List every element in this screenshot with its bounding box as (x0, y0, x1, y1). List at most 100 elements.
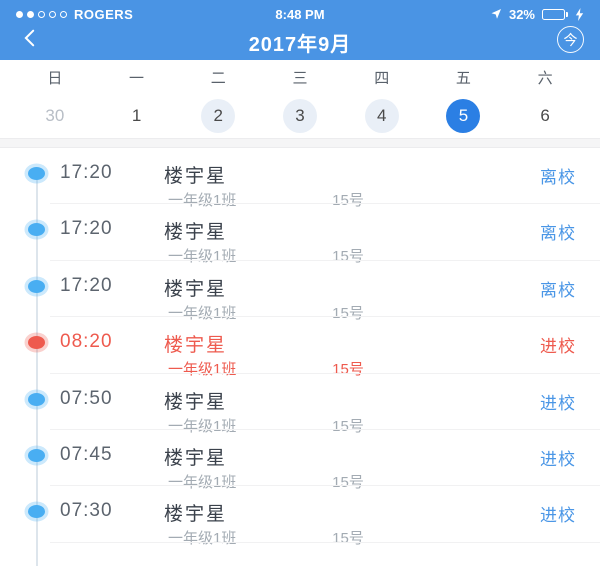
student-number: 15号 (332, 473, 364, 491)
student-name: 楼宇星 (164, 278, 228, 300)
record-time: 17:20 (60, 218, 113, 240)
charging-bolt-icon (575, 7, 584, 21)
record-time: 17:20 (60, 274, 113, 296)
weekday-header-row: 日 一 二 三 四 五 六 (0, 60, 600, 94)
signal-dot (38, 10, 45, 18)
student-name: 楼宇星 (164, 447, 228, 469)
status-badge: 离校 (540, 280, 576, 300)
date-button-4[interactable]: 4 (364, 99, 399, 133)
record-subline: 一年级1班 15号 (168, 527, 364, 548)
date-cell: 1 (96, 99, 178, 133)
student-number: 15号 (332, 361, 364, 379)
nav-bar: 2017年9月 今 (0, 24, 600, 60)
record-time: 07:45 (60, 443, 113, 465)
record-subline: 一年级1班 15号 (168, 245, 364, 266)
page-title: 2017年9月 (248, 33, 352, 56)
date-cell: 4 (341, 99, 423, 133)
date-button-3[interactable]: 3 (282, 99, 317, 133)
attendance-record-row[interactable]: 07:30 楼宇星 一年级1班 15号 进校 (0, 486, 600, 547)
attendance-record-row[interactable]: 17:20 楼宇星 一年级1班 15号 离校 (0, 204, 600, 265)
location-arrow-icon (490, 8, 502, 20)
record-subline: 一年级1班 15号 (168, 471, 364, 492)
date-cell: 5 (423, 99, 505, 133)
timeline-dot-icon (28, 223, 45, 237)
weekday-label: 二 (210, 69, 226, 87)
weekday-label: 五 (455, 69, 471, 87)
student-name: 楼宇星 (164, 391, 228, 413)
attendance-record-row[interactable]: 08:20 楼宇星 一年级1班 15号 进校 (0, 317, 600, 378)
timeline-dot-icon (28, 448, 45, 462)
date-button-5[interactable]: 5 (446, 99, 481, 133)
attendance-record-row[interactable]: 17:20 楼宇星 一年级1班 15号 离校 (0, 148, 600, 209)
status-badge: 进校 (540, 449, 576, 469)
student-class: 一年级1班 (168, 248, 237, 266)
date-cell: 30 (14, 99, 96, 133)
student-class: 一年级1班 (168, 530, 237, 548)
timeline-dot-icon (28, 392, 45, 406)
student-class: 一年级1班 (168, 473, 237, 491)
record-time: 17:20 (60, 162, 113, 183)
student-name: 楼宇星 (164, 504, 228, 526)
status-badge: 离校 (540, 224, 576, 244)
student-number: 15号 (332, 417, 364, 435)
signal-dot (49, 10, 56, 18)
battery-icon (542, 8, 568, 20)
calendar-list-divider (0, 138, 600, 148)
signal-dot (60, 10, 67, 18)
timeline-dot-icon (28, 336, 45, 350)
student-name: 楼宇星 (164, 335, 228, 357)
student-class: 一年级1班 (168, 417, 237, 435)
today-button[interactable]: 今 (557, 26, 584, 53)
record-subline: 一年级1班 15号 (168, 358, 364, 379)
date-cell: 3 (259, 99, 341, 133)
record-subline: 一年级1班 15号 (168, 189, 364, 210)
date-button-1[interactable]: 1 (131, 106, 142, 125)
record-time: 08:20 (60, 331, 113, 353)
date-cell: 2 (177, 99, 259, 133)
status-badge: 进校 (540, 393, 576, 413)
attendance-record-list: 17:20 楼宇星 一年级1班 15号 离校 17:20 楼宇星 一年级1班 1… (0, 148, 600, 566)
date-button-2[interactable]: 2 (201, 99, 236, 133)
weekday-label: 四 (374, 69, 390, 87)
student-class: 一年级1班 (168, 304, 237, 322)
record-time: 07:50 (60, 387, 113, 409)
signal-dot (16, 10, 23, 18)
date-row: 30 1 2 3 4 5 6 (0, 94, 600, 138)
timeline-line (36, 173, 38, 566)
timeline-dot-icon (28, 505, 45, 519)
record-time: 07:30 (60, 500, 113, 522)
status-bar-right: 32% (490, 7, 584, 22)
today-button-label: 今 (563, 31, 578, 48)
student-name: 楼宇星 (164, 222, 228, 244)
chevron-left-icon (19, 27, 41, 54)
student-class: 一年级1班 (168, 192, 237, 209)
timeline-dot-icon (28, 279, 45, 293)
carrier-label: ROGERS (74, 6, 134, 22)
student-number: 15号 (332, 192, 364, 209)
status-badge: 离校 (540, 168, 576, 187)
record-subline: 一年级1班 15号 (168, 415, 364, 436)
student-number: 15号 (332, 530, 364, 548)
weekday-label: 一 (129, 69, 145, 87)
student-number: 15号 (332, 304, 364, 322)
student-class: 一年级1班 (168, 361, 237, 379)
signal-dot (27, 10, 34, 18)
attendance-record-row[interactable]: 07:45 楼宇星 一年级1班 15号 进校 (0, 430, 600, 491)
status-badge: 进校 (540, 337, 576, 357)
status-badge: 进校 (540, 506, 576, 526)
student-number: 15号 (332, 248, 364, 266)
status-bar: ROGERS 8:48 PM 32% (0, 0, 600, 24)
app-bar: ROGERS 8:48 PM 32% (0, 0, 600, 60)
record-subline: 一年级1班 15号 (168, 302, 364, 323)
date-button-6[interactable]: 6 (540, 106, 550, 125)
attendance-record-row[interactable]: 07:50 楼宇星 一年级1班 15号 进校 (0, 374, 600, 435)
attendance-record-row[interactable]: 17:20 楼宇星 一年级1班 15号 离校 (0, 261, 600, 322)
date-button-30[interactable]: 30 (45, 106, 65, 125)
weekday-label: 日 (47, 69, 63, 87)
weekday-label: 三 (292, 69, 308, 87)
timeline-dot-icon (28, 167, 45, 180)
date-cell: 6 (504, 99, 586, 133)
back-button[interactable] (16, 26, 44, 54)
signal-strength-icon (16, 10, 67, 18)
